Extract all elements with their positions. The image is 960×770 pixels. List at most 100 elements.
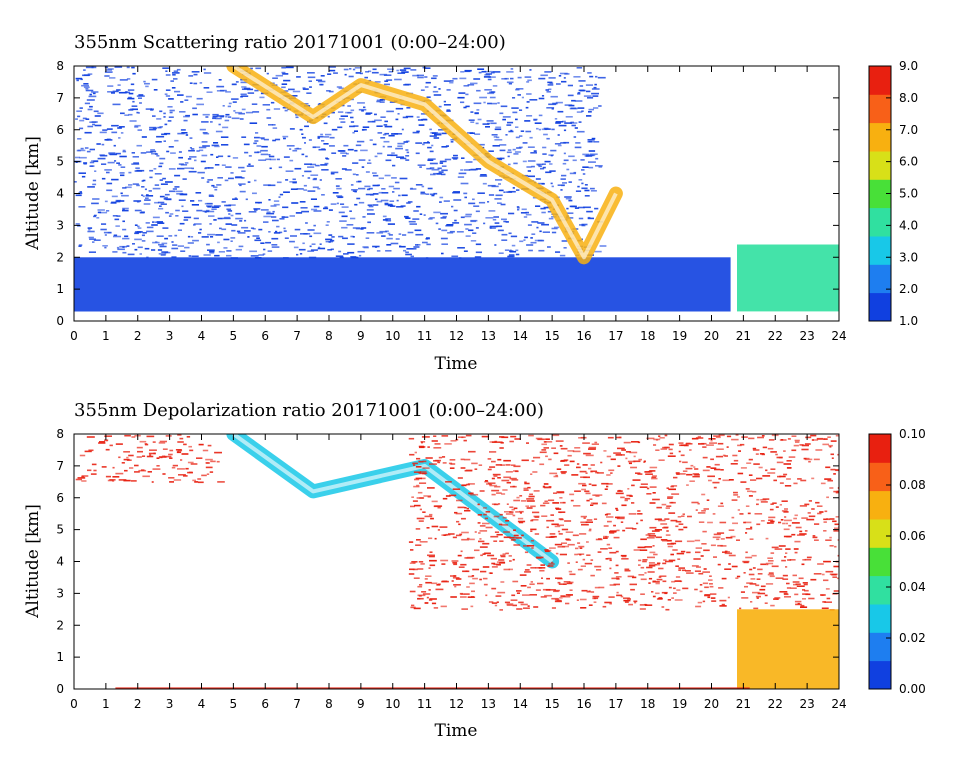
noise-speck xyxy=(586,499,590,502)
noise-speck xyxy=(483,222,486,225)
noise-speck xyxy=(122,207,129,210)
noise-speck xyxy=(89,93,92,96)
noise-speck xyxy=(713,435,721,437)
noise-speck xyxy=(740,443,745,446)
noise-speck xyxy=(75,118,78,120)
noise-speck xyxy=(513,465,521,468)
noise-speck xyxy=(687,515,692,518)
noise-speck xyxy=(212,113,219,116)
y-tick-label: 7 xyxy=(56,91,64,105)
noise-speck xyxy=(802,598,806,600)
noise-speck xyxy=(689,480,695,482)
noise-speck xyxy=(825,570,834,573)
noise-speck xyxy=(702,600,706,603)
noise-speck xyxy=(512,148,516,151)
noise-speck xyxy=(419,482,427,484)
noise-speck xyxy=(382,133,387,136)
noise-speck xyxy=(336,195,343,197)
noise-speck xyxy=(112,90,119,93)
noise-speck xyxy=(548,103,557,106)
noise-speck xyxy=(234,111,243,114)
noise-speck xyxy=(451,580,454,582)
noise-speck xyxy=(329,69,336,72)
noise-speck xyxy=(733,459,739,462)
noise-speck xyxy=(75,156,80,159)
noise-speck xyxy=(376,232,384,234)
noise-speck xyxy=(491,460,496,463)
noise-speck xyxy=(350,217,356,220)
noise-speck xyxy=(115,200,121,203)
noise-speck xyxy=(510,599,518,601)
noise-speck xyxy=(702,571,710,573)
noise-speck xyxy=(701,543,707,545)
noise-speck xyxy=(148,190,152,192)
noise-speck xyxy=(438,88,441,90)
noise-speck xyxy=(446,109,451,111)
noise-speck xyxy=(513,162,518,165)
noise-speck xyxy=(185,95,192,98)
noise-speck xyxy=(352,68,356,71)
noise-speck xyxy=(399,177,408,180)
noise-speck xyxy=(198,146,207,149)
noise-speck xyxy=(252,192,257,195)
noise-speck xyxy=(436,584,441,586)
noise-speck xyxy=(829,518,835,520)
noise-speck xyxy=(75,223,80,225)
noise-speck xyxy=(526,564,532,566)
noise-speck xyxy=(685,570,691,572)
noise-speck xyxy=(600,548,608,550)
noise-speck xyxy=(480,554,483,557)
noise-speck xyxy=(518,146,523,149)
noise-speck xyxy=(496,225,503,228)
noise-speck xyxy=(141,234,145,237)
noise-speck xyxy=(671,597,674,599)
noise-speck xyxy=(89,121,97,123)
noise-speck xyxy=(254,136,260,139)
noise-speck xyxy=(736,539,740,541)
noise-speck xyxy=(219,227,222,230)
noise-speck xyxy=(547,84,554,86)
noise-speck xyxy=(211,208,217,210)
noise-speck xyxy=(116,215,121,217)
noise-speck xyxy=(490,91,496,93)
noise-speck xyxy=(771,546,779,549)
noise-speck xyxy=(485,217,494,219)
noise-speck xyxy=(161,242,168,245)
noise-speck xyxy=(509,477,517,480)
noise-speck xyxy=(428,589,431,591)
noise-speck xyxy=(485,594,488,597)
noise-speck xyxy=(422,118,427,121)
noise-speck xyxy=(460,169,464,171)
noise-speck xyxy=(289,240,295,243)
noise-speck xyxy=(538,114,543,117)
noise-speck xyxy=(537,164,541,166)
noise-speck xyxy=(165,70,168,72)
noise-speck xyxy=(464,223,472,226)
noise-speck xyxy=(340,115,348,117)
noise-speck xyxy=(303,189,308,191)
noise-speck xyxy=(422,511,426,513)
noise-speck xyxy=(241,86,247,88)
noise-speck xyxy=(150,150,157,153)
noise-speck xyxy=(775,506,779,508)
noise-speck xyxy=(470,82,478,85)
noise-speck xyxy=(205,116,209,118)
noise-speck xyxy=(372,184,379,187)
noise-speck xyxy=(87,230,95,233)
noise-speck xyxy=(707,475,715,478)
noise-speck xyxy=(110,202,117,204)
noise-speck xyxy=(554,543,563,546)
noise-speck xyxy=(460,563,467,566)
colorbar-swatch xyxy=(869,519,891,548)
noise-speck xyxy=(559,501,566,504)
noise-speck xyxy=(548,486,552,488)
noise-speck xyxy=(380,199,389,202)
noise-speck xyxy=(749,538,754,540)
noise-speck xyxy=(555,440,564,442)
noise-speck xyxy=(578,179,583,181)
x-tick-label: 8 xyxy=(325,329,333,343)
noise-speck xyxy=(152,221,155,223)
noise-speck xyxy=(506,71,514,73)
noise-speck xyxy=(561,528,569,531)
noise-speck xyxy=(421,441,423,444)
